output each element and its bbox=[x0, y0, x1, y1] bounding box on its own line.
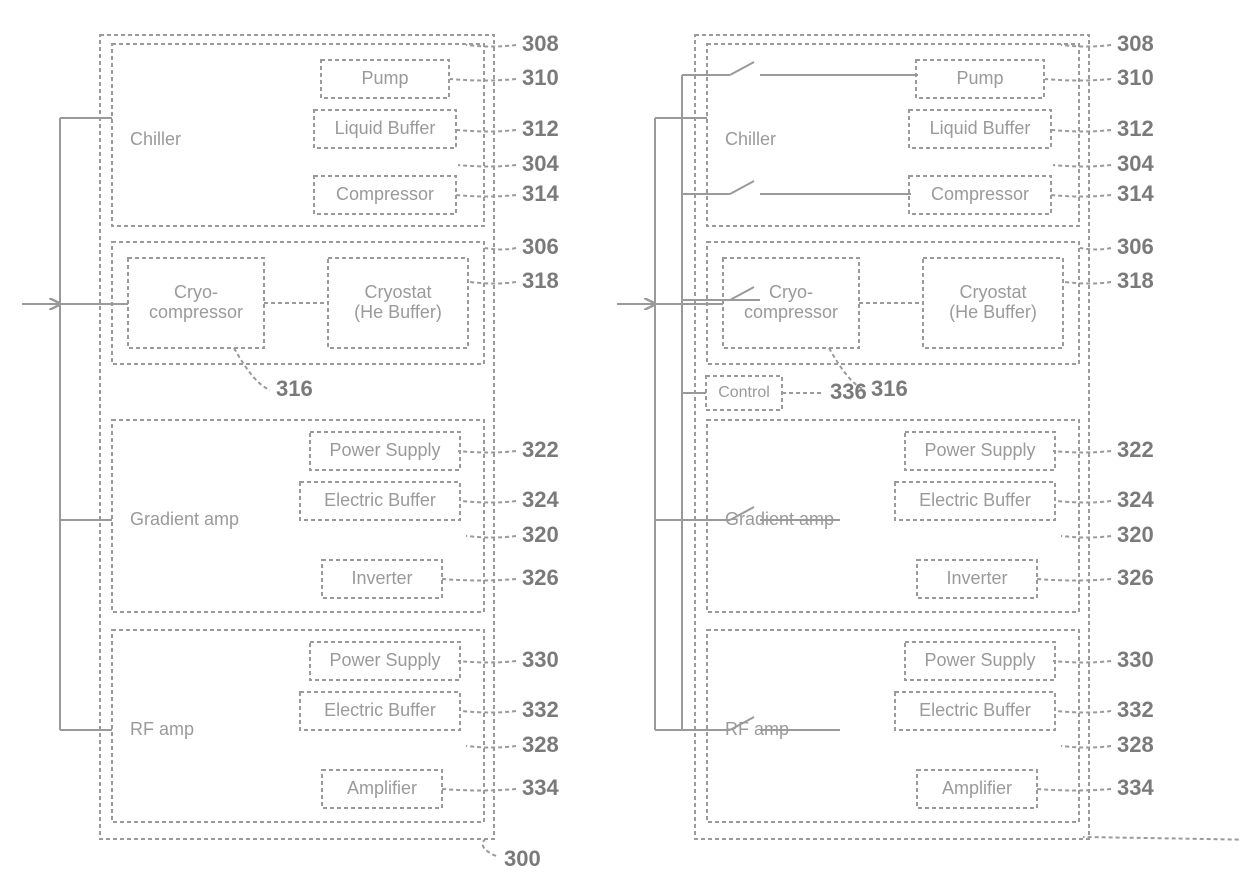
leader-n334 bbox=[442, 789, 516, 791]
leader-n312 bbox=[457, 130, 516, 132]
liquid-buffer-label: Liquid Buffer bbox=[930, 118, 1031, 138]
num-316: 316 bbox=[276, 376, 313, 401]
ctrl-switch-0 bbox=[730, 62, 754, 75]
leader-n326 bbox=[442, 579, 516, 581]
leader-n332 bbox=[462, 711, 516, 713]
num-n306: 306 bbox=[1117, 234, 1154, 259]
leader-bottom bbox=[1083, 837, 1240, 856]
num-n320: 320 bbox=[1117, 522, 1154, 547]
num-n318: 318 bbox=[1117, 268, 1154, 293]
power-supply-2-label: Power Supply bbox=[329, 650, 440, 670]
cryostat-label: Cryostat(He Buffer) bbox=[949, 282, 1037, 322]
num-n324: 324 bbox=[522, 487, 559, 512]
num-n324: 324 bbox=[1117, 487, 1154, 512]
electric-buffer-1-label: Electric Buffer bbox=[324, 490, 436, 510]
leader-n328 bbox=[466, 746, 516, 748]
chiller-label: Chiller bbox=[725, 129, 776, 149]
leader-316 bbox=[234, 348, 270, 390]
leader-n304 bbox=[1053, 165, 1111, 167]
power-supply-2-label: Power Supply bbox=[924, 650, 1035, 670]
num-n328: 328 bbox=[1117, 732, 1154, 757]
control-label: Control bbox=[718, 384, 770, 401]
num-n308: 308 bbox=[1117, 31, 1154, 56]
leader-n314 bbox=[1050, 195, 1111, 197]
num-n330: 330 bbox=[1117, 647, 1154, 672]
num-n332: 332 bbox=[522, 697, 559, 722]
num-n312: 312 bbox=[1117, 116, 1154, 141]
leader-n308 bbox=[1061, 45, 1111, 47]
compressor-label: Compressor bbox=[336, 184, 434, 204]
inverter-label: Inverter bbox=[946, 568, 1007, 588]
leader-n322 bbox=[1053, 451, 1111, 453]
num-n322: 322 bbox=[522, 437, 559, 462]
num-n326: 326 bbox=[1117, 565, 1154, 590]
num-n326: 326 bbox=[522, 565, 559, 590]
ctrl-switch-1 bbox=[730, 181, 754, 194]
num-n308: 308 bbox=[522, 31, 559, 56]
num-n322: 322 bbox=[1117, 437, 1154, 462]
leader-n318 bbox=[470, 282, 516, 284]
num-316: 316 bbox=[871, 376, 908, 401]
electric-buffer-2-label: Electric Buffer bbox=[324, 700, 436, 720]
power-supply-1-label: Power Supply bbox=[924, 440, 1035, 460]
cryostat-label: Cryostat(He Buffer) bbox=[354, 282, 442, 322]
num-n328: 328 bbox=[522, 732, 559, 757]
electric-buffer-1-label: Electric Buffer bbox=[919, 490, 1031, 510]
leader-n312 bbox=[1052, 130, 1111, 132]
num-n318: 318 bbox=[522, 268, 559, 293]
leader-n318 bbox=[1065, 282, 1111, 284]
num-n314: 314 bbox=[522, 181, 559, 206]
num-n304: 304 bbox=[1117, 151, 1154, 176]
leader-n330 bbox=[1053, 661, 1111, 663]
num-n310: 310 bbox=[522, 65, 559, 90]
num-n334: 334 bbox=[1117, 775, 1154, 800]
num-n332: 332 bbox=[1117, 697, 1154, 722]
leader-n308 bbox=[466, 45, 516, 47]
chiller-label: Chiller bbox=[130, 129, 181, 149]
num-n334: 334 bbox=[522, 775, 559, 800]
cryo-compressor-label: Cryo-compressor bbox=[744, 282, 838, 322]
leader-n306 bbox=[1080, 248, 1111, 250]
system-300: Chiller Pump Liquid Buffer Compressor Cryo-c… bbox=[22, 31, 559, 871]
pump-label: Pump bbox=[361, 68, 408, 88]
diagram-canvas: Chiller Pump Liquid Buffer Compressor Cryo-c… bbox=[0, 0, 1240, 877]
leader-n334 bbox=[1037, 789, 1111, 791]
num-n320: 320 bbox=[522, 522, 559, 547]
num-n314: 314 bbox=[1117, 181, 1154, 206]
amplifier-label: Amplifier bbox=[347, 778, 417, 798]
leader-n304 bbox=[458, 165, 516, 167]
cryo-compressor-label: Cryo-compressor bbox=[149, 282, 243, 322]
inverter-label: Inverter bbox=[351, 568, 412, 588]
ctrl-switch-2 bbox=[730, 287, 754, 300]
leader-n330 bbox=[458, 661, 516, 663]
rf-amp-label: RF amp bbox=[130, 719, 194, 739]
num-n310: 310 bbox=[1117, 65, 1154, 90]
num-336: 336 bbox=[830, 379, 867, 404]
leader-n306 bbox=[485, 248, 516, 250]
leader-n320 bbox=[1061, 536, 1111, 538]
num-n306: 306 bbox=[522, 234, 559, 259]
num-300: 300 bbox=[504, 846, 541, 871]
compressor-label: Compressor bbox=[931, 184, 1029, 204]
leader-n314 bbox=[455, 195, 516, 197]
leader-n324 bbox=[1057, 501, 1111, 503]
leader-n326 bbox=[1037, 579, 1111, 581]
gradient-amp-label: Gradient amp bbox=[725, 509, 834, 529]
leader-n324 bbox=[462, 501, 516, 503]
num-n304: 304 bbox=[522, 151, 559, 176]
leader-n320 bbox=[466, 536, 516, 538]
amplifier-label: Amplifier bbox=[942, 778, 1012, 798]
leader-n332 bbox=[1057, 711, 1111, 713]
num-n312: 312 bbox=[522, 116, 559, 141]
liquid-buffer-label: Liquid Buffer bbox=[335, 118, 436, 138]
leader-n322 bbox=[458, 451, 516, 453]
leader-n328 bbox=[1061, 746, 1111, 748]
power-supply-1-label: Power Supply bbox=[329, 440, 440, 460]
system-302: Chiller Pump Liquid Buffer Compressor Cryo-c… bbox=[617, 31, 1240, 871]
rf-amp-label: RF amp bbox=[725, 719, 789, 739]
gradient-amp-label: Gradient amp bbox=[130, 509, 239, 529]
num-n330: 330 bbox=[522, 647, 559, 672]
electric-buffer-2-label: Electric Buffer bbox=[919, 700, 1031, 720]
pump-label: Pump bbox=[956, 68, 1003, 88]
